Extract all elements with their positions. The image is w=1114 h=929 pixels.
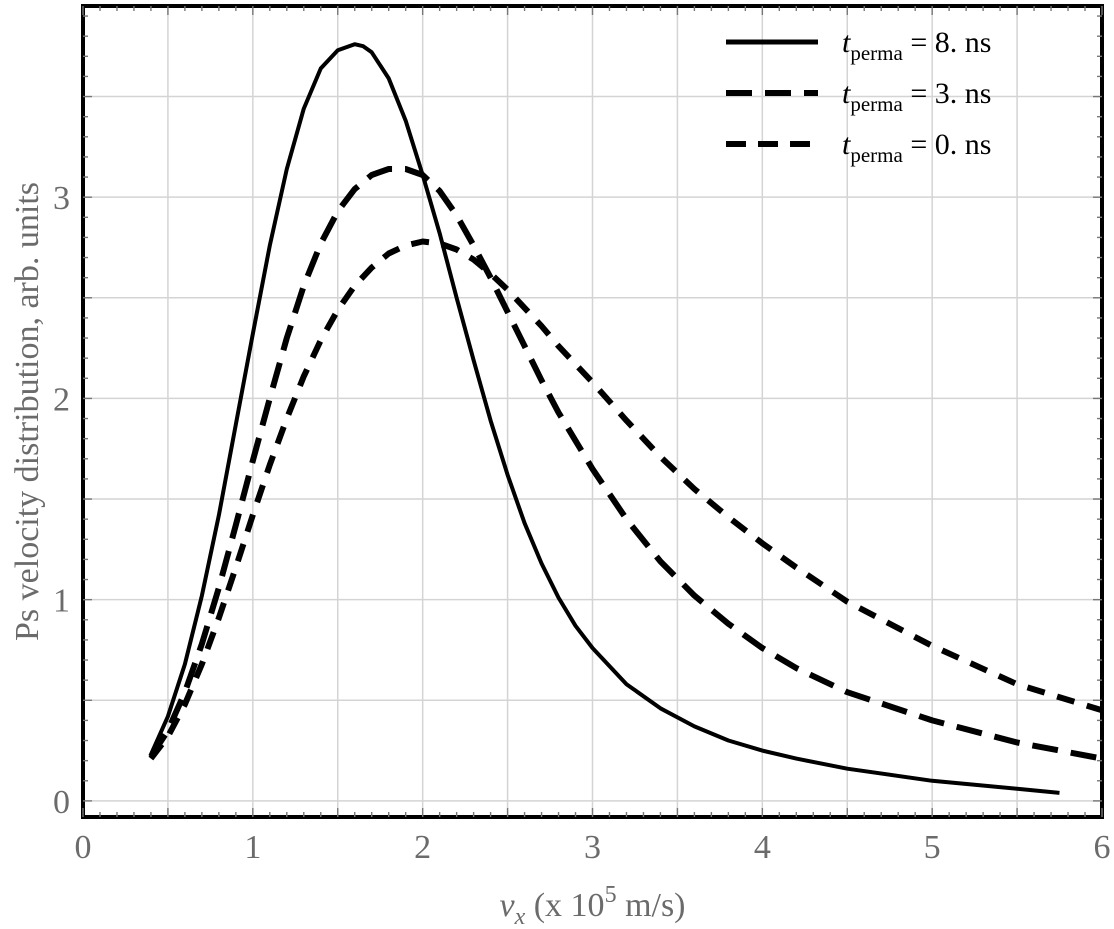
y-tick-label: 1 [53,583,70,620]
series-line-1 [149,42,1060,795]
legend: tperma = 8. ns tperma = 3. ns tperma = 0. … [726,26,991,167]
y-axis-title: Ps velocity distribution, arb. units [9,182,46,641]
tick-labels: 0 1 2 3 4 5 6 0 1 2 3 [53,180,1111,866]
legend-label-3: tperma = 0. ns [842,128,991,167]
axis-ticks [82,6,1103,817]
x-axis-title: vx (x 105 m/s) [499,882,685,929]
legend-label-2: tperma = 3. ns [842,77,991,116]
y-tick-label: 0 [53,784,70,821]
legend-label-1: tperma = 8. ns [842,26,991,65]
x-tick-label: 4 [754,829,771,866]
series-line-3 [148,238,1103,761]
x-tick-label: 5 [924,829,941,866]
x-tick-label: 0 [75,829,92,866]
y-tick-label: 3 [53,180,70,217]
series-line-2 [148,166,1103,762]
x-tick-label: 6 [1094,829,1111,866]
x-tick-label: 2 [414,829,431,866]
y-tick-label: 2 [53,381,70,418]
x-tick-label: 1 [244,829,261,866]
series-lines [148,42,1103,795]
x-tick-label: 3 [584,829,601,866]
